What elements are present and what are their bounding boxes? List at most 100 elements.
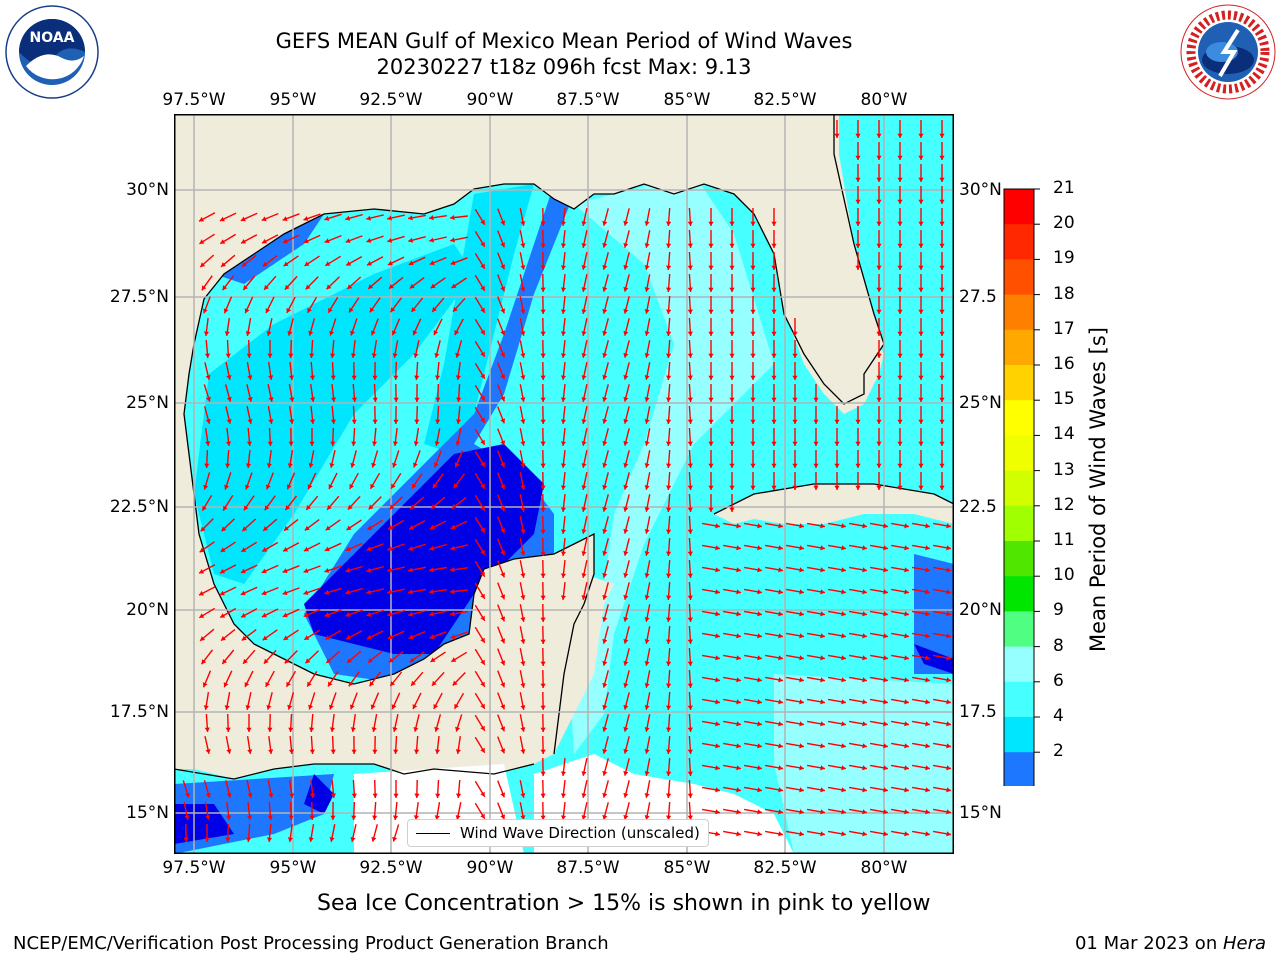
wave-direction-arrowhead	[708, 419, 714, 424]
wave-direction-arrowhead	[623, 506, 629, 512]
wave-direction-arrowhead	[366, 589, 371, 595]
wave-direction-arrowhead	[242, 526, 248, 532]
wave-direction-arrowhead	[433, 330, 439, 336]
wave-direction-arrowhead	[480, 681, 485, 687]
map-gridlines	[174, 114, 954, 854]
period-band-2-pacific	[174, 804, 234, 844]
colorbar-tick-label: 13	[1053, 459, 1075, 480]
wave-direction-arrowhead	[329, 727, 335, 732]
wave-direction-arrowhead	[304, 635, 310, 640]
colorbar-tick-label: 14	[1053, 424, 1075, 445]
wave-direction-arrowhead	[520, 243, 526, 248]
wave-direction-arrowhead	[757, 655, 762, 661]
wave-direction-arrowhead	[757, 787, 762, 793]
wave-direction-arrowhead	[480, 263, 485, 269]
wave-direction-arrowhead	[820, 611, 825, 617]
wave-direction-arrowhead	[581, 353, 587, 358]
wave-direction-arrowhead	[820, 831, 825, 837]
wave-direction-arrowhead	[520, 617, 526, 622]
wave-direction-arrowhead	[876, 199, 882, 204]
wave-direction-arrowhead	[841, 633, 846, 639]
lat-label-left: 25°N	[126, 393, 169, 413]
wave-direction-arrowhead	[623, 440, 629, 446]
wave-direction-arrowhead	[282, 568, 288, 574]
wave-direction-arrowhead	[736, 611, 741, 617]
wave-direction-arrowhead	[729, 221, 735, 226]
wave-direction-arrowhead	[820, 721, 825, 727]
wave-direction-arrowhead	[939, 375, 945, 380]
wave-direction-arrowhead	[883, 611, 888, 617]
wave-direction-arrowhead	[792, 463, 798, 468]
wave-direction-arrowhead	[602, 770, 608, 776]
wave-direction-arrowhead	[540, 287, 546, 292]
wave-direction-arrowhead	[224, 484, 229, 490]
lon-label-bottom: 95°W	[269, 858, 317, 878]
wave-direction-arrowhead	[285, 505, 291, 511]
wave-direction-arrowhead	[372, 375, 378, 380]
wave-direction-arrowhead	[876, 419, 882, 424]
wave-direction-arrowhead	[412, 483, 417, 489]
wave-direction-arrowhead	[820, 787, 825, 793]
wave-direction-arrowhead	[708, 331, 714, 336]
wave-direction-arrowhead	[349, 704, 355, 710]
wave-direction-arrowhead	[581, 771, 587, 776]
wave-direction-arrowhead	[500, 660, 506, 666]
wave-direction-arrowhead	[369, 307, 375, 313]
wave-direction-arrowhead	[540, 485, 546, 490]
lat-label-left: 27.5°N	[109, 287, 169, 307]
wave-direction-arrowhead	[602, 748, 608, 754]
wave-direction-arrowhead	[644, 705, 650, 710]
wave-direction-arrowhead	[757, 743, 762, 749]
nws-logo	[1180, 4, 1276, 100]
wave-direction-arrowhead	[371, 462, 377, 468]
wave-direction-arrowhead	[219, 216, 225, 222]
wave-direction-arrowhead	[708, 485, 714, 490]
wave-direction-arrowhead	[351, 397, 357, 402]
wave-direction-arrowhead	[500, 572, 506, 578]
wave-direction-arrowhead	[946, 545, 951, 551]
wave-direction-arrowhead	[904, 611, 909, 617]
wave-direction-arrowhead	[324, 612, 330, 618]
wave-direction-arrowhead	[841, 655, 846, 661]
wave-direction-arrowhead	[222, 659, 227, 664]
wave-direction-arrowhead	[602, 396, 608, 402]
wave-direction-arrowhead	[303, 590, 309, 595]
wave-direction-arrowhead	[345, 567, 351, 573]
wave-direction-arrowhead	[925, 677, 930, 683]
wave-direction-arrowhead	[925, 787, 930, 793]
wave-direction-arrowhead	[283, 261, 289, 267]
wave-direction-arrowhead	[708, 353, 714, 358]
wave-direction-arrowhead	[876, 331, 882, 336]
wave-direction-arrowhead	[939, 221, 945, 226]
colorbar-tick-label: 8	[1053, 635, 1064, 656]
wave-direction-arrowhead	[500, 462, 506, 468]
wave-direction-arrowhead	[729, 375, 735, 380]
wave-direction-arrowhead	[225, 727, 231, 732]
lon-label-top: 90°W	[466, 90, 514, 110]
wave-direction-arrowhead	[581, 441, 587, 446]
wave-direction-arrowhead	[262, 547, 268, 552]
wave-direction-arrowhead	[918, 199, 924, 204]
wave-direction-arrowhead	[715, 765, 720, 771]
wave-direction-arrowhead	[303, 216, 309, 221]
wave-direction-arrowhead	[687, 771, 693, 776]
wave-direction-arrowhead	[350, 727, 356, 732]
wave-direction-arrowhead	[480, 417, 485, 423]
colorbar-segment	[1004, 365, 1034, 401]
wave-direction-arrowhead	[455, 441, 461, 446]
wave-direction-arrowhead	[813, 441, 819, 446]
wave-direction-arrowhead	[729, 441, 735, 446]
wave-direction-arrowhead	[883, 523, 888, 529]
wave-direction-arrowhead	[226, 375, 232, 380]
wave-direction-arrowhead	[581, 419, 587, 424]
wave-direction-arrowhead	[456, 793, 462, 798]
wave-direction-arrowhead	[855, 419, 861, 424]
wave-direction-arrowhead	[939, 265, 945, 270]
wave-direction-arrowhead	[540, 617, 546, 622]
wave-direction-arrowhead	[729, 485, 735, 490]
wave-direction-arrowhead	[452, 680, 458, 686]
wave-direction-arrowhead	[480, 527, 485, 533]
wave-direction-arrowhead	[204, 463, 210, 468]
wave-direction-arrowhead	[205, 396, 211, 402]
wave-direction-arrowhead	[520, 507, 526, 512]
